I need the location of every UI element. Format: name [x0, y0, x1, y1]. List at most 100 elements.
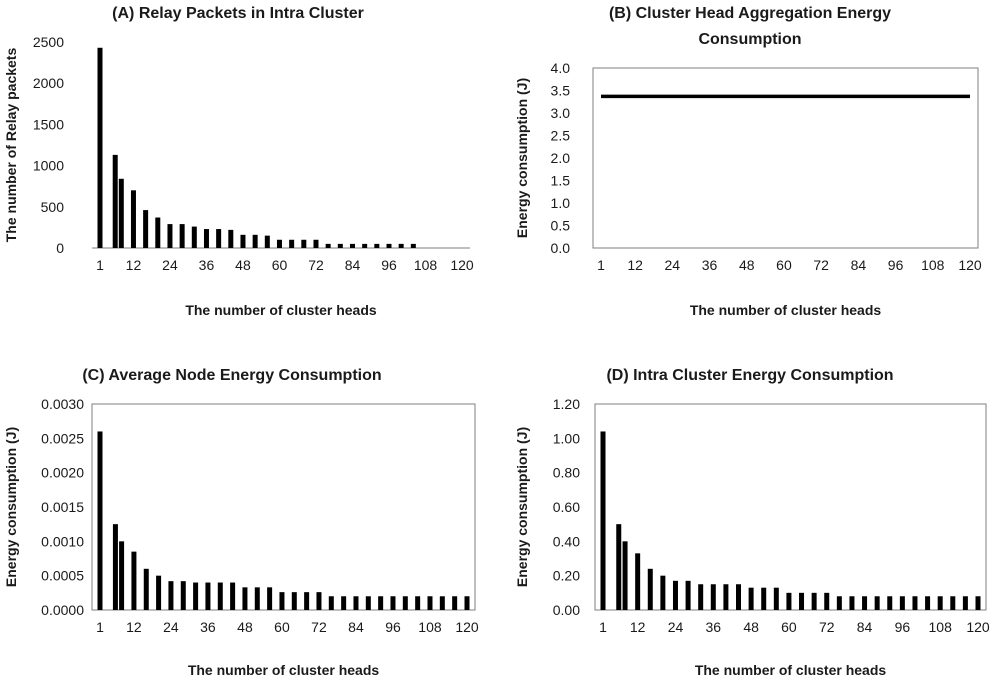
x-tick-label: 48	[743, 619, 759, 635]
plot-area-border	[592, 67, 979, 249]
bar	[761, 587, 767, 610]
y-tick-label: 0.0030	[41, 396, 84, 412]
bar	[242, 587, 248, 610]
bar	[439, 596, 445, 610]
bar	[427, 596, 433, 610]
bar	[168, 581, 174, 610]
bar	[291, 592, 297, 610]
y-tick-label: 0.0015	[41, 499, 84, 515]
bar	[230, 582, 236, 610]
bar	[143, 568, 149, 610]
plot-area-border	[594, 403, 987, 611]
x-tick-label: 24	[163, 619, 179, 635]
bar	[203, 229, 209, 248]
y-tick-label: 1.20	[553, 396, 580, 412]
bar	[912, 596, 918, 610]
y-tick-label: 1.00	[553, 430, 580, 446]
chart-panel-b: (B) Cluster Head Aggregation Energy Consu…	[500, 0, 1000, 330]
x-tick-label: 12	[126, 619, 142, 635]
x-tick-label: 84	[345, 257, 361, 273]
x-tick-label: 48	[237, 619, 253, 635]
bar	[410, 243, 416, 248]
bar	[252, 234, 258, 248]
bar	[647, 568, 653, 610]
y-axis-label: Energy consumption (J)	[514, 427, 530, 587]
bar	[313, 239, 319, 248]
bar	[887, 596, 893, 610]
y-tick-label: 0.60	[553, 499, 580, 515]
bar	[365, 596, 371, 610]
x-tick-label: 24	[668, 619, 684, 635]
bar	[217, 582, 223, 610]
bar	[862, 596, 868, 610]
y-tick-label: 500	[41, 199, 65, 215]
y-tick-label: 2500	[33, 34, 64, 50]
y-axis-label: Energy consumption (J)	[514, 78, 530, 238]
y-tick-label: 0.0010	[41, 533, 84, 549]
chart-a: (A) Relay Packets in Intra Cluster 0 500 10…	[3, 5, 474, 318]
y-tick-label: 2000	[33, 75, 64, 91]
x-tick-label: 48	[739, 257, 755, 273]
bar	[155, 217, 161, 248]
x-tick-label: 12	[126, 257, 142, 273]
bar	[289, 239, 295, 248]
bar	[386, 243, 392, 248]
bar	[464, 596, 470, 610]
y-tick-label: 0.00	[553, 602, 580, 618]
bar	[736, 584, 742, 610]
x-tick-label: 36	[200, 619, 216, 635]
bar	[112, 154, 118, 248]
bar	[723, 584, 729, 610]
bar	[254, 587, 260, 610]
bar	[378, 596, 384, 610]
y-tick-label: 2.5	[551, 128, 571, 144]
chart-title: Consumption	[698, 31, 801, 48]
bar	[156, 575, 162, 610]
y-tick-label: 0.80	[553, 465, 580, 481]
chart-b: (B) Cluster Head Aggregation Energy Consu…	[514, 5, 982, 318]
bar	[836, 596, 842, 610]
bar	[191, 226, 197, 248]
y-tick-label: 0.0005	[41, 568, 84, 584]
bar	[950, 596, 956, 610]
x-tick-label: 12	[630, 619, 646, 635]
chart-title: (D) Intra Cluster Energy Consumption	[606, 367, 893, 384]
x-tick-label: 60	[274, 619, 290, 635]
y-tick-label: 0.0	[551, 240, 571, 256]
bar	[635, 553, 641, 610]
x-tick-label: 1	[597, 257, 605, 273]
x-tick-label: 36	[702, 257, 718, 273]
bar	[773, 587, 779, 610]
bar	[390, 596, 396, 610]
bar	[193, 582, 199, 610]
bar	[118, 178, 124, 248]
x-tick-label: 108	[418, 619, 442, 635]
bar	[276, 239, 282, 248]
y-tick-label: 1000	[33, 158, 64, 174]
bar	[341, 596, 347, 610]
y-tick-label: 0.0000	[41, 602, 84, 618]
x-tick-label: 48	[235, 257, 251, 273]
bar	[600, 431, 606, 610]
bar	[349, 243, 355, 248]
y-tick-label: 0.40	[553, 533, 580, 549]
bar	[925, 596, 931, 610]
bar	[415, 596, 421, 610]
chart-panel-d: (D) Intra Cluster Energy Consumption 0.00…	[500, 350, 1000, 683]
x-tick-label: 72	[308, 257, 324, 273]
x-tick-label: 60	[776, 257, 792, 273]
bar	[685, 580, 691, 610]
bar	[353, 596, 359, 610]
bar	[849, 596, 855, 610]
y-tick-label: 0.0020	[41, 465, 84, 481]
y-tick-label: 4.0	[551, 60, 571, 76]
bar	[316, 592, 322, 610]
x-tick-label: 120	[966, 619, 990, 635]
bar	[167, 224, 173, 248]
bar	[119, 541, 125, 610]
bar	[216, 229, 222, 248]
bar	[325, 243, 331, 248]
bar	[304, 592, 310, 610]
bar	[205, 582, 211, 610]
plot-area-border	[91, 403, 476, 611]
